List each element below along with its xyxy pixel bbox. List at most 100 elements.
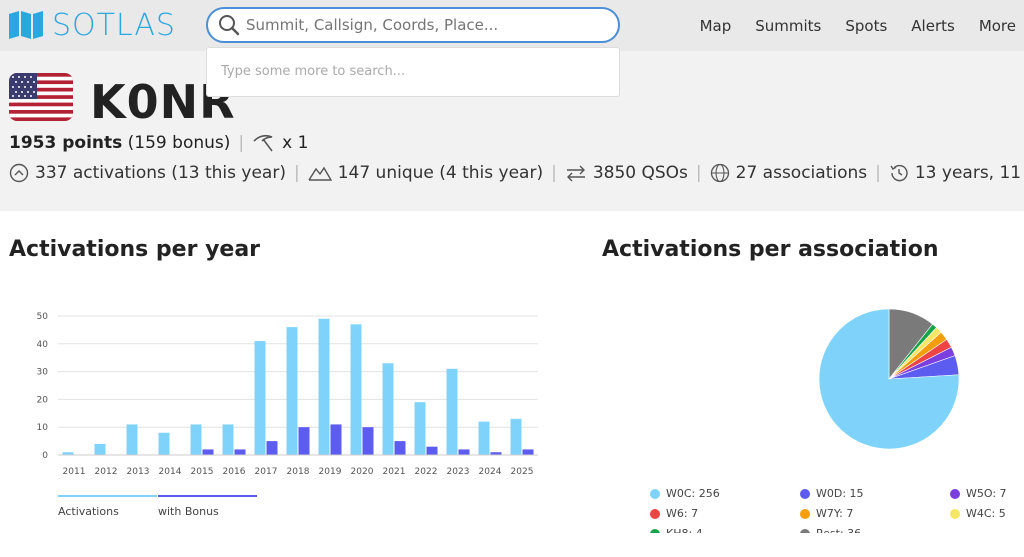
y-tick-label: 30 [37, 368, 49, 378]
activations-stat: 337 activations (13 this year) [35, 163, 286, 183]
x-tick-label: 2020 [351, 467, 374, 477]
separator: | [551, 163, 557, 183]
legend-dot [800, 508, 810, 519]
x-tick-label: 2016 [223, 467, 246, 477]
logo[interactable]: SOTLAS [8, 7, 176, 43]
legend-dot [950, 488, 960, 499]
x-tick-label: 2019 [319, 467, 342, 477]
separator: | [293, 163, 300, 183]
pie-legend: W0C: 256 W0D: 15 W5O: 7 W6: 7 W7Y: 7 W4C: 5 KH… [650, 487, 1024, 533]
bar-bonus[interactable] [298, 427, 310, 455]
bar-activations[interactable] [222, 424, 234, 455]
x-tick-label: 2025 [511, 467, 534, 477]
pick-count: x 1 [282, 133, 309, 153]
y-tick-label: 50 [37, 312, 49, 322]
legend-label: Rest: 36 [816, 527, 861, 533]
pie-slice[interactable] [818, 308, 960, 450]
bar-activations[interactable] [94, 443, 106, 455]
x-tick-label: 2023 [447, 467, 470, 477]
logo-text: SOTLAS [52, 7, 176, 43]
bar-bonus[interactable] [266, 441, 278, 455]
legend-label[interactable]: with Bonus [158, 505, 219, 518]
legend-dot [650, 508, 660, 519]
bar-activations[interactable] [126, 424, 138, 455]
pie-legend-item[interactable]: W6: 7 [650, 507, 698, 520]
bar-bonus[interactable] [362, 427, 374, 455]
search-box[interactable] [206, 7, 620, 43]
nav-map[interactable]: Map [699, 16, 732, 35]
qsos-stat: 3850 QSOs [592, 163, 688, 183]
main-nav: Map Summits Spots Alerts More [700, 0, 1024, 51]
unique-stat: 147 unique (4 this year) [337, 163, 544, 183]
bar-activations[interactable] [254, 341, 266, 455]
points-bonus: (159 bonus) [127, 133, 231, 153]
y-tick-label: 0 [42, 451, 48, 461]
legend-label: W0C: 256 [666, 487, 720, 500]
points-total: 1953 points [9, 133, 123, 153]
top-bar: SOTLAS Map Summits Spots Alerts More [0, 0, 1024, 51]
bar-activations[interactable] [478, 421, 490, 455]
legend-label: W4C: 5 [966, 507, 1006, 520]
bar-bonus[interactable] [426, 446, 438, 455]
x-tick-label: 2015 [191, 467, 214, 477]
bar-activations[interactable] [158, 432, 170, 455]
bar-bonus[interactable] [490, 452, 502, 455]
history-icon [890, 164, 908, 182]
legend-label: W7Y: 7 [816, 507, 854, 520]
legend-dot [800, 488, 810, 499]
pie-legend-item[interactable]: W7Y: 7 [800, 507, 853, 520]
nav-summits[interactable]: Summits [755, 16, 822, 35]
bar-activations[interactable] [510, 418, 522, 455]
mountain-icon [308, 166, 332, 181]
pie-legend-item[interactable]: KH8: 4 [650, 527, 703, 533]
bar-activations[interactable] [350, 324, 362, 455]
x-tick-label: 2013 [127, 467, 150, 477]
search-dropdown: Type some more to search... [206, 47, 620, 97]
bar-bonus[interactable] [234, 449, 246, 455]
x-tick-label: 2011 [63, 467, 86, 477]
bar-activations[interactable] [446, 368, 458, 455]
nav-spots[interactable]: Spots [845, 16, 888, 35]
years-stat: 13 years, 11 [914, 163, 1022, 183]
map-icon [9, 11, 43, 39]
y-tick-label: 20 [37, 395, 49, 405]
bar-activations[interactable] [382, 363, 394, 455]
activations-per-year-chart: 0 10 20 30 40 50 2011 2012 2013 2014 2015 2016 2017 2… [37, 312, 538, 518]
chevron-up-circle-icon [9, 163, 29, 183]
pie-legend-item[interactable]: W5O: 7 [950, 487, 1007, 500]
pie-legend-item[interactable]: W4C: 5 [950, 507, 1006, 520]
bar-bonus[interactable] [458, 449, 470, 455]
bar-activations[interactable] [318, 318, 330, 455]
bar-bonus[interactable] [522, 449, 534, 455]
bar-activations[interactable] [286, 327, 298, 455]
y-tick-label: 10 [37, 423, 49, 433]
legend-label[interactable]: Activations [58, 505, 119, 518]
bar-bonus[interactable] [202, 449, 214, 455]
y-tick-label: 40 [37, 340, 49, 350]
bar-activations[interactable] [62, 452, 74, 455]
legend-dot [800, 528, 810, 533]
legend-dot [650, 528, 660, 533]
x-tick-label: 2021 [383, 467, 406, 477]
associations-stat: 27 associations [735, 163, 868, 183]
nav-more[interactable]: More [978, 16, 1016, 35]
pie-legend-item[interactable]: W0C: 256 [650, 487, 720, 500]
separator: | [238, 133, 245, 153]
separator: | [875, 163, 881, 183]
nav-alerts[interactable]: Alerts [911, 16, 955, 35]
pie-legend-item[interactable]: Rest: 36 [800, 527, 861, 533]
bar-bonus[interactable] [330, 424, 342, 455]
pie-legend-item[interactable]: W0D: 15 [800, 487, 864, 500]
globe-icon [710, 163, 729, 183]
bar-bonus[interactable] [394, 441, 406, 455]
stats-line: 337 activations (13 this year) | 147 uni… [9, 163, 1021, 183]
bar-activations[interactable] [190, 424, 202, 455]
legend-label: W0D: 15 [816, 487, 864, 500]
bar-activations[interactable] [414, 402, 426, 455]
x-tick-label: 2022 [415, 467, 438, 477]
search-input[interactable] [246, 16, 606, 34]
activations-per-association-title: Activations per association [602, 237, 939, 262]
separator: | [695, 163, 702, 183]
legend-label: KH8: 4 [666, 527, 703, 533]
x-tick-label: 2014 [159, 467, 182, 477]
